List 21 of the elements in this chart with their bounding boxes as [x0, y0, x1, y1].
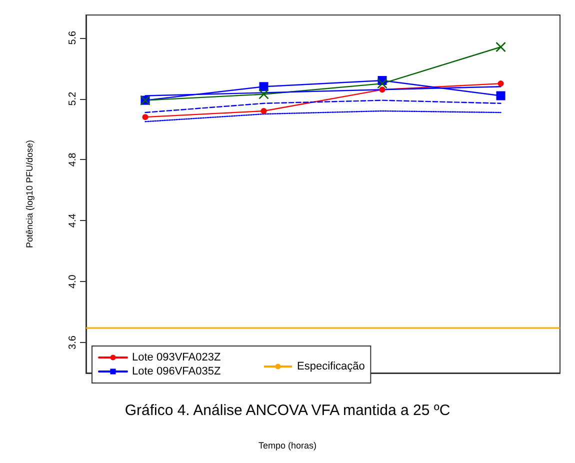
text: Tempo (horas): [258, 440, 317, 450]
point: [379, 86, 386, 93]
legend-label: Lote 093VFA023Z: [132, 352, 221, 364]
y-tick-label: 5.6: [68, 30, 78, 45]
point: [496, 42, 506, 52]
legend-label: Lote 096VFA035Z: [132, 366, 221, 378]
y-tick-label: 3.6: [68, 335, 78, 350]
point: [259, 82, 268, 92]
point: [377, 78, 388, 89]
point: [142, 114, 148, 120]
point: [260, 108, 267, 114]
text: Gráfico 4. Análise ANCOVA VFA mantida a 25 ºC: [124, 402, 450, 419]
point: [258, 89, 269, 100]
y-tick-label: 4.8: [68, 152, 78, 167]
y-tick-label: 4.4: [68, 213, 78, 228]
y-axis-title: Potência (log10 PFU/dose): [24, 140, 34, 248]
y-tick-label: 4.0: [68, 274, 78, 289]
point: [496, 91, 506, 100]
point: [498, 80, 504, 87]
y-tick-label: 5.2: [68, 91, 78, 106]
legend-label: Especificação: [297, 360, 365, 372]
